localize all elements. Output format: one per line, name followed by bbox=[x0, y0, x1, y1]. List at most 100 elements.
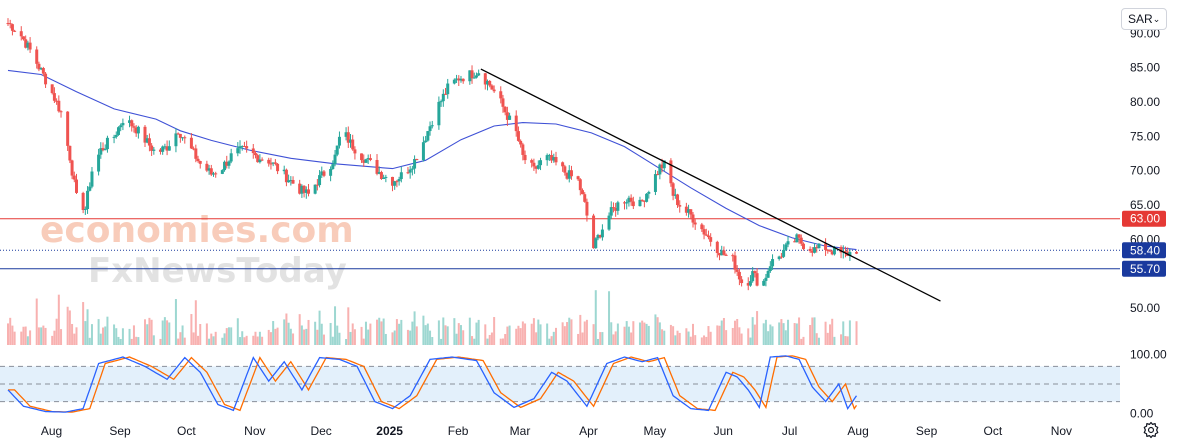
candle-body bbox=[585, 201, 589, 216]
candle-body bbox=[810, 251, 814, 253]
candle-body bbox=[315, 184, 319, 186]
candle-body bbox=[395, 181, 399, 183]
candle-body bbox=[826, 249, 830, 251]
candle-body bbox=[335, 145, 339, 155]
candle-body bbox=[421, 142, 425, 161]
candle-body bbox=[21, 36, 25, 40]
volume-bar bbox=[842, 321, 845, 345]
candle-body bbox=[114, 134, 118, 137]
volume-bar bbox=[625, 321, 628, 345]
candle-body bbox=[519, 140, 523, 145]
volume-bar bbox=[802, 336, 805, 345]
volume-bar bbox=[599, 332, 602, 345]
candle-body bbox=[536, 165, 540, 169]
volume-bar bbox=[256, 336, 259, 345]
volume-bar bbox=[53, 330, 56, 345]
stochastic-tick-label: 0.00 bbox=[1130, 406, 1154, 420]
candle-body bbox=[437, 101, 441, 126]
candle-body bbox=[304, 189, 308, 193]
volume-bar bbox=[738, 327, 741, 345]
volume-bar bbox=[225, 328, 228, 345]
volume-bar bbox=[97, 319, 100, 345]
volume-bar bbox=[705, 336, 708, 345]
price-tick-label: 70.00 bbox=[1130, 164, 1160, 178]
volume-bar bbox=[641, 320, 644, 345]
candle-body bbox=[377, 172, 381, 174]
volume-bar bbox=[261, 336, 264, 345]
volume-bar bbox=[532, 318, 535, 345]
volume-bar bbox=[135, 336, 138, 345]
volume-bar bbox=[610, 322, 613, 345]
price-tick-label: 80.00 bbox=[1130, 95, 1160, 109]
candle-body bbox=[50, 84, 54, 94]
candle-body bbox=[801, 243, 805, 249]
volume-bar bbox=[515, 328, 518, 345]
volume-bar bbox=[654, 314, 657, 345]
volume-bar bbox=[106, 316, 109, 345]
price-axis[interactable]: 90.0085.0080.0075.0070.0065.0060.0050.00… bbox=[1130, 26, 1167, 420]
trendline[interactable] bbox=[480, 68, 941, 302]
gear-icon[interactable] bbox=[1142, 421, 1160, 439]
volume-bar bbox=[506, 326, 509, 345]
volume-bar bbox=[488, 334, 491, 345]
candle-body bbox=[656, 174, 660, 176]
volume-bar bbox=[756, 311, 759, 345]
volume-bar bbox=[150, 319, 153, 345]
candle-body bbox=[470, 70, 474, 79]
candle-body bbox=[223, 161, 227, 171]
price-badge-label: 63.00 bbox=[1130, 212, 1160, 226]
price-tick-label: 65.00 bbox=[1130, 198, 1160, 212]
volume-bar bbox=[113, 324, 116, 345]
volume-bar bbox=[632, 321, 635, 345]
candle-body bbox=[307, 189, 311, 194]
candle-body bbox=[333, 154, 337, 165]
candle-body bbox=[740, 279, 744, 284]
volume-bar bbox=[364, 321, 367, 345]
candle-body bbox=[777, 256, 781, 260]
volume-bar bbox=[99, 333, 102, 345]
candle-body bbox=[130, 120, 134, 127]
volume-bar bbox=[400, 319, 403, 345]
time-axis[interactable]: Aug Sep Oct Nov Dec 2025 Feb Mar Apr May Jun Jul Aug… bbox=[41, 424, 1072, 438]
volume-bar bbox=[274, 328, 277, 345]
candle-body bbox=[406, 172, 410, 174]
candle-body bbox=[505, 112, 509, 120]
candle-body bbox=[318, 175, 322, 186]
candle-body bbox=[640, 199, 644, 201]
currency-label: SAR bbox=[1128, 12, 1153, 26]
volume-bar bbox=[292, 333, 295, 345]
candle-body bbox=[26, 42, 30, 48]
candle-body bbox=[103, 149, 107, 151]
candle-body bbox=[298, 183, 302, 194]
volume-bar bbox=[298, 314, 301, 345]
volume-bar bbox=[508, 325, 511, 345]
volume-bar bbox=[753, 324, 756, 345]
candle-body bbox=[768, 266, 772, 272]
currency-selector[interactable]: SAR ⌄ bbox=[1121, 8, 1167, 30]
volume-bar bbox=[391, 332, 394, 345]
volume-bar bbox=[245, 335, 248, 345]
volume-bar bbox=[459, 325, 462, 345]
volume-bar bbox=[267, 329, 270, 345]
volume-bar bbox=[477, 319, 480, 345]
candle-body bbox=[569, 170, 573, 177]
volume-bar bbox=[444, 325, 447, 345]
candle-body bbox=[10, 24, 14, 31]
volume-bar bbox=[192, 332, 195, 345]
volume-bar bbox=[214, 331, 217, 345]
volume-bar bbox=[561, 322, 564, 345]
volume-bar bbox=[398, 323, 401, 345]
candle-body bbox=[6, 23, 10, 25]
candle-body bbox=[152, 149, 156, 151]
candle-body bbox=[35, 49, 39, 64]
volume-bar bbox=[550, 336, 553, 345]
volume-bar bbox=[581, 332, 584, 345]
candle-body bbox=[189, 137, 193, 149]
volume-bar bbox=[146, 324, 149, 345]
volume-bar bbox=[800, 338, 803, 345]
volume-bar bbox=[782, 323, 785, 345]
candle-body bbox=[397, 179, 401, 182]
volume-bar bbox=[376, 319, 379, 345]
candle-body bbox=[660, 164, 664, 169]
volume-bar bbox=[539, 324, 542, 345]
